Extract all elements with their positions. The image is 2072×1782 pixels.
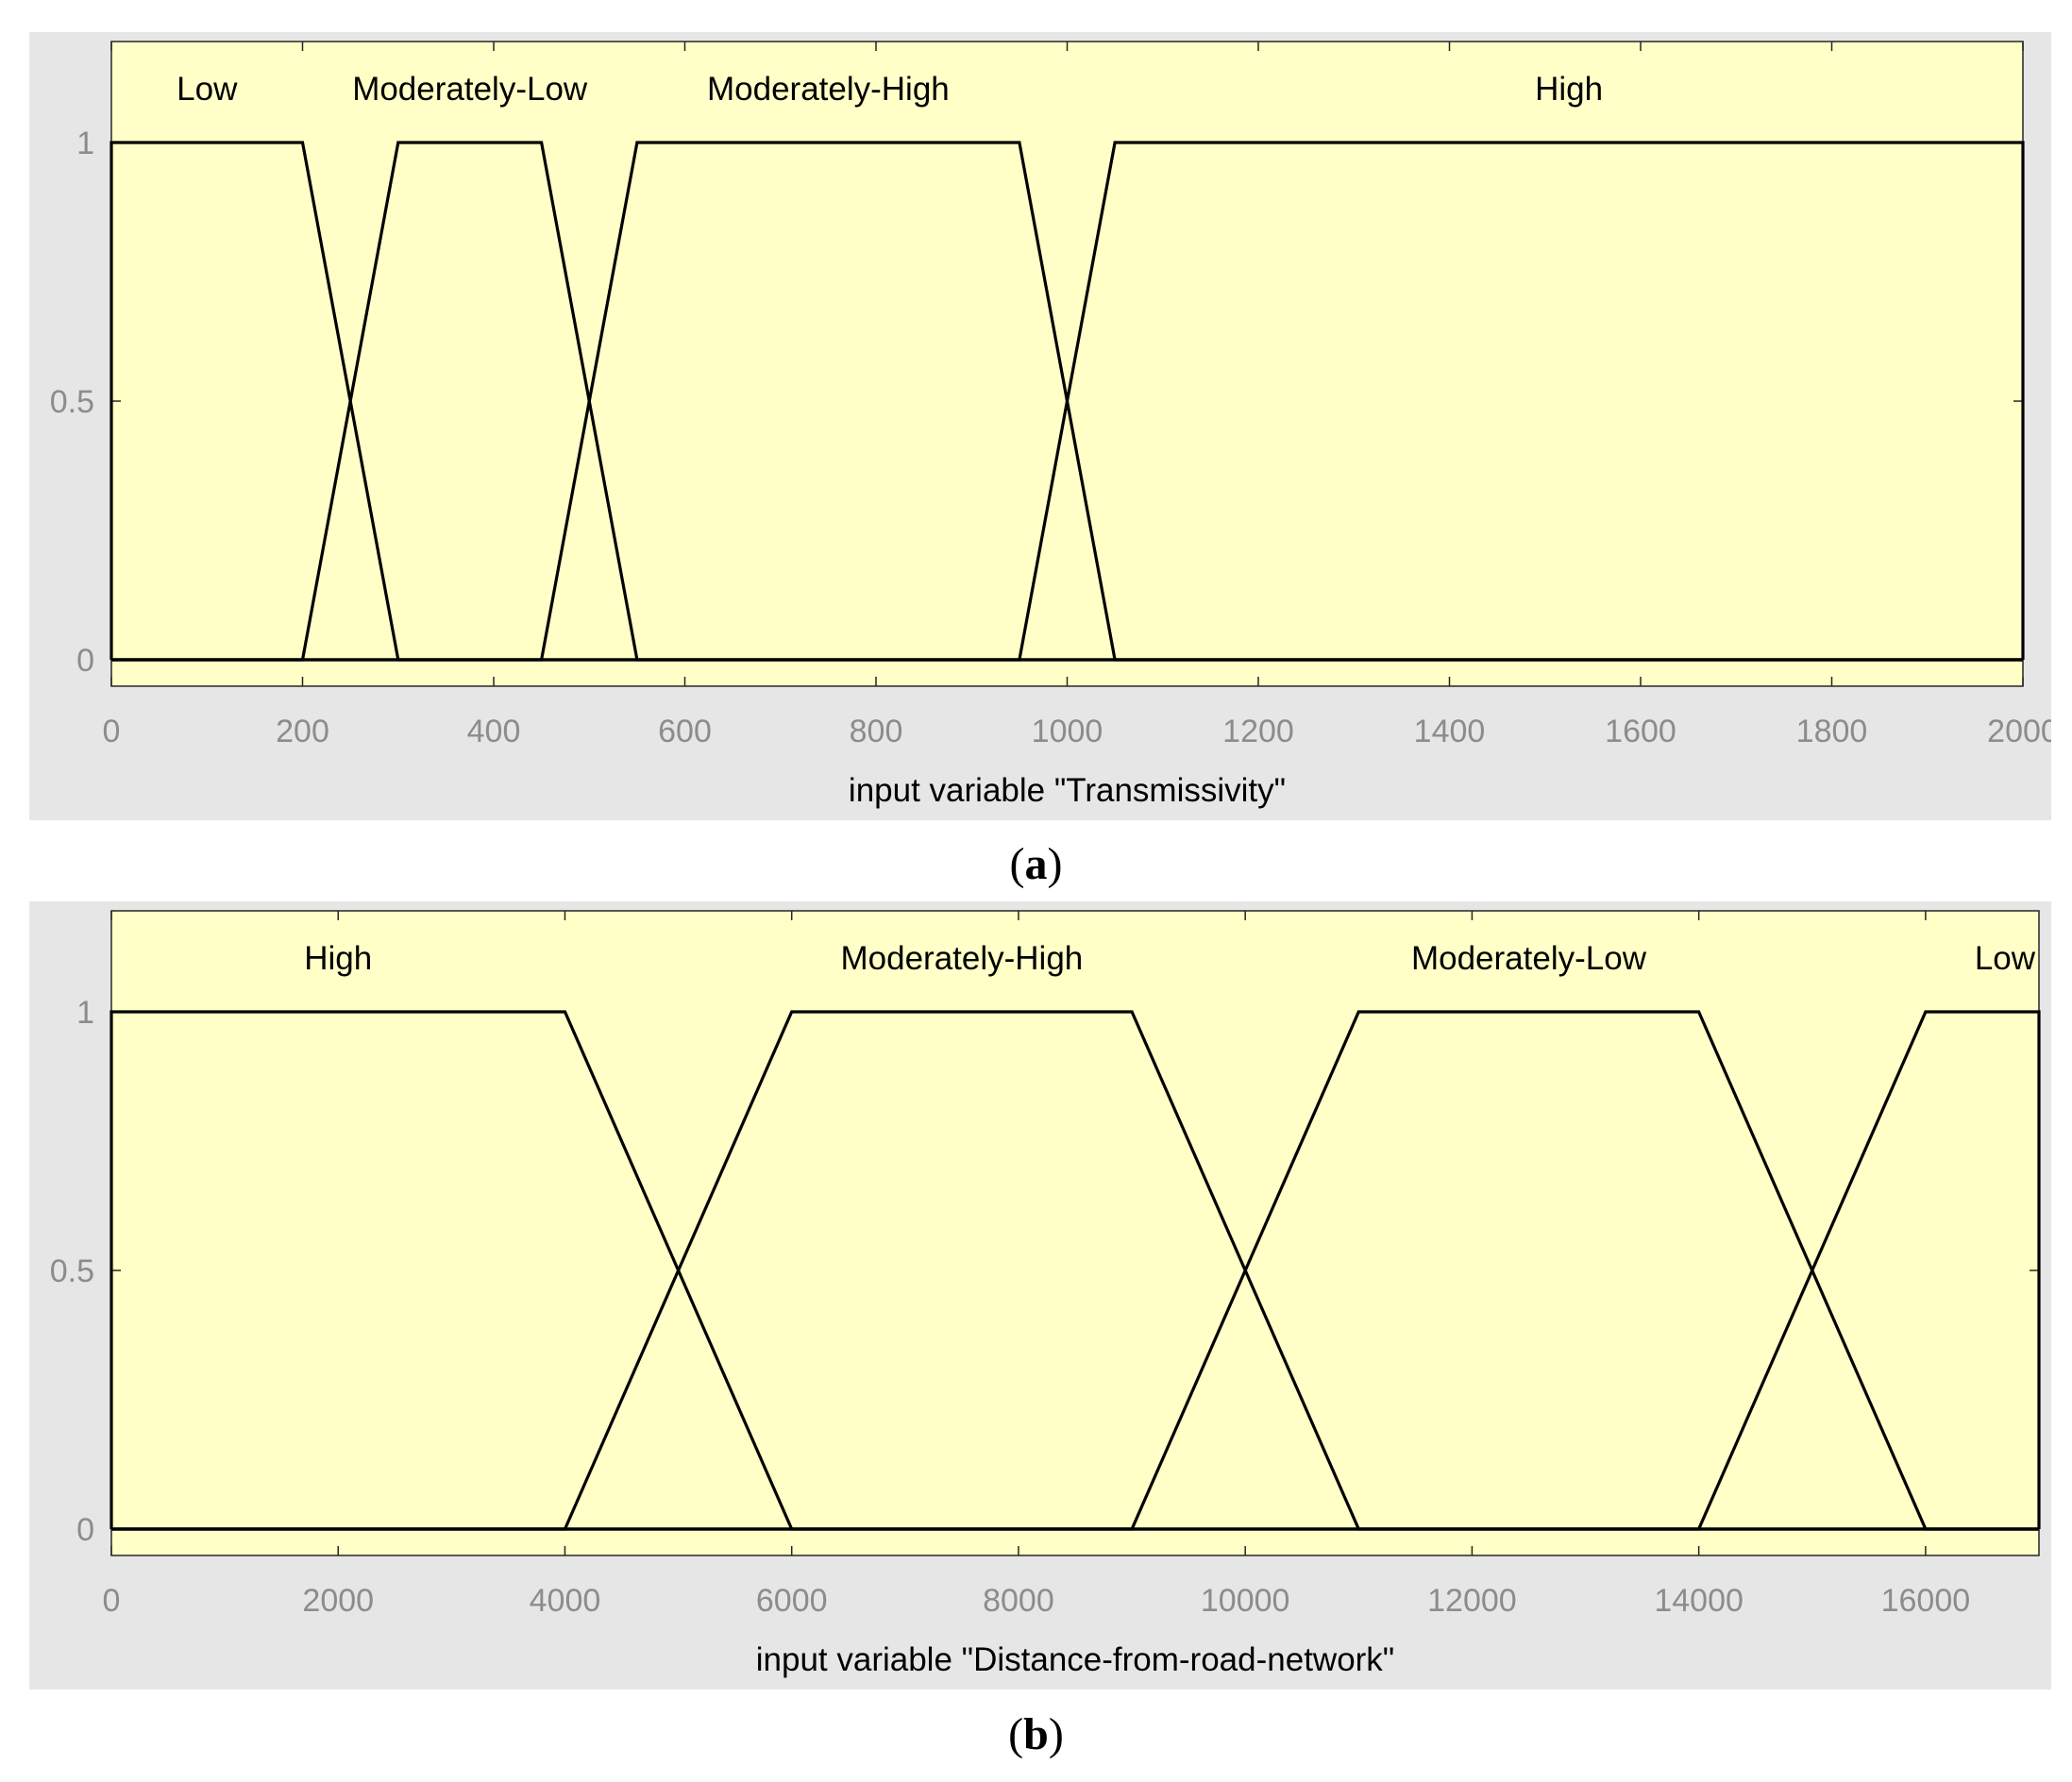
x-tick-label: 4000 xyxy=(530,1583,601,1619)
x-tick-label: 14000 xyxy=(1654,1583,1744,1619)
chart-transmissivity: 0 200 400 600 800 1000 1200 1400 1600 1800 2000 0 0.… xyxy=(50,41,2051,809)
x-tick-label: 8000 xyxy=(983,1583,1054,1619)
plot-area xyxy=(110,41,2024,687)
x-tick-label: 2000 xyxy=(302,1583,374,1619)
y-tick-label: 0.5 xyxy=(50,1253,94,1289)
y-tick-label: 0.5 xyxy=(50,384,94,420)
y-tick-label: 1 xyxy=(76,995,94,1031)
x-tick-label: 800 xyxy=(850,714,903,749)
mf-label: Moderately-High xyxy=(707,71,950,108)
caption-b: (b) xyxy=(1008,1709,1064,1759)
x-tick-label: 10000 xyxy=(1201,1583,1290,1619)
x-tick-label: 200 xyxy=(276,714,329,749)
mf-label: Low xyxy=(1975,940,2036,977)
mf-label: High xyxy=(304,940,372,977)
series-line-low xyxy=(111,1010,2041,1531)
plot-area xyxy=(110,910,2040,1556)
x-tick-label: 1000 xyxy=(1032,714,1103,749)
x-tick-label: 600 xyxy=(658,714,712,749)
x-tick-label: 12000 xyxy=(1427,1583,1517,1619)
mf-label: Moderately-High xyxy=(840,940,1083,977)
x-axis-label: input variable "Transmissivity" xyxy=(849,772,1286,809)
x-tick-label: 1800 xyxy=(1796,714,1868,749)
chart-distance-from-road-network: 0 2000 4000 6000 8000 10000 12000 14000 16000 0 0.… xyxy=(50,910,2041,1678)
mf-label: Moderately-Low xyxy=(352,71,588,108)
series-line-high xyxy=(111,141,2025,662)
mf-label: High xyxy=(1535,71,1603,108)
x-tick-label: 400 xyxy=(467,714,521,749)
mf-label: Low xyxy=(177,71,238,108)
x-tick-label: 1200 xyxy=(1222,714,1294,749)
x-tick-label: 0 xyxy=(103,714,121,749)
y-tick-label: 0 xyxy=(76,1512,94,1548)
chart-panel-a: 0 200 400 600 800 1000 1200 1400 1600 1800 2000 0 0.… xyxy=(29,32,2051,820)
x-tick-label: 6000 xyxy=(756,1583,828,1619)
x-axis-label: input variable "Distance-from-road-netwo… xyxy=(756,1641,1395,1678)
x-tick-label: 0 xyxy=(103,1583,121,1619)
y-tick-label: 0 xyxy=(76,643,94,679)
caption-a: (a) xyxy=(1009,839,1063,889)
x-tick-label: 1400 xyxy=(1414,714,1486,749)
mf-label: Moderately-Low xyxy=(1411,940,1647,977)
x-tick-label: 2000 xyxy=(1987,714,2051,749)
x-tick-label: 1600 xyxy=(1605,714,1676,749)
chart-panel-b: 0 2000 4000 6000 8000 10000 12000 14000 16000 0 0.… xyxy=(29,901,2051,1690)
y-tick-label: 1 xyxy=(76,126,94,161)
x-tick-label: 16000 xyxy=(1881,1583,1971,1619)
